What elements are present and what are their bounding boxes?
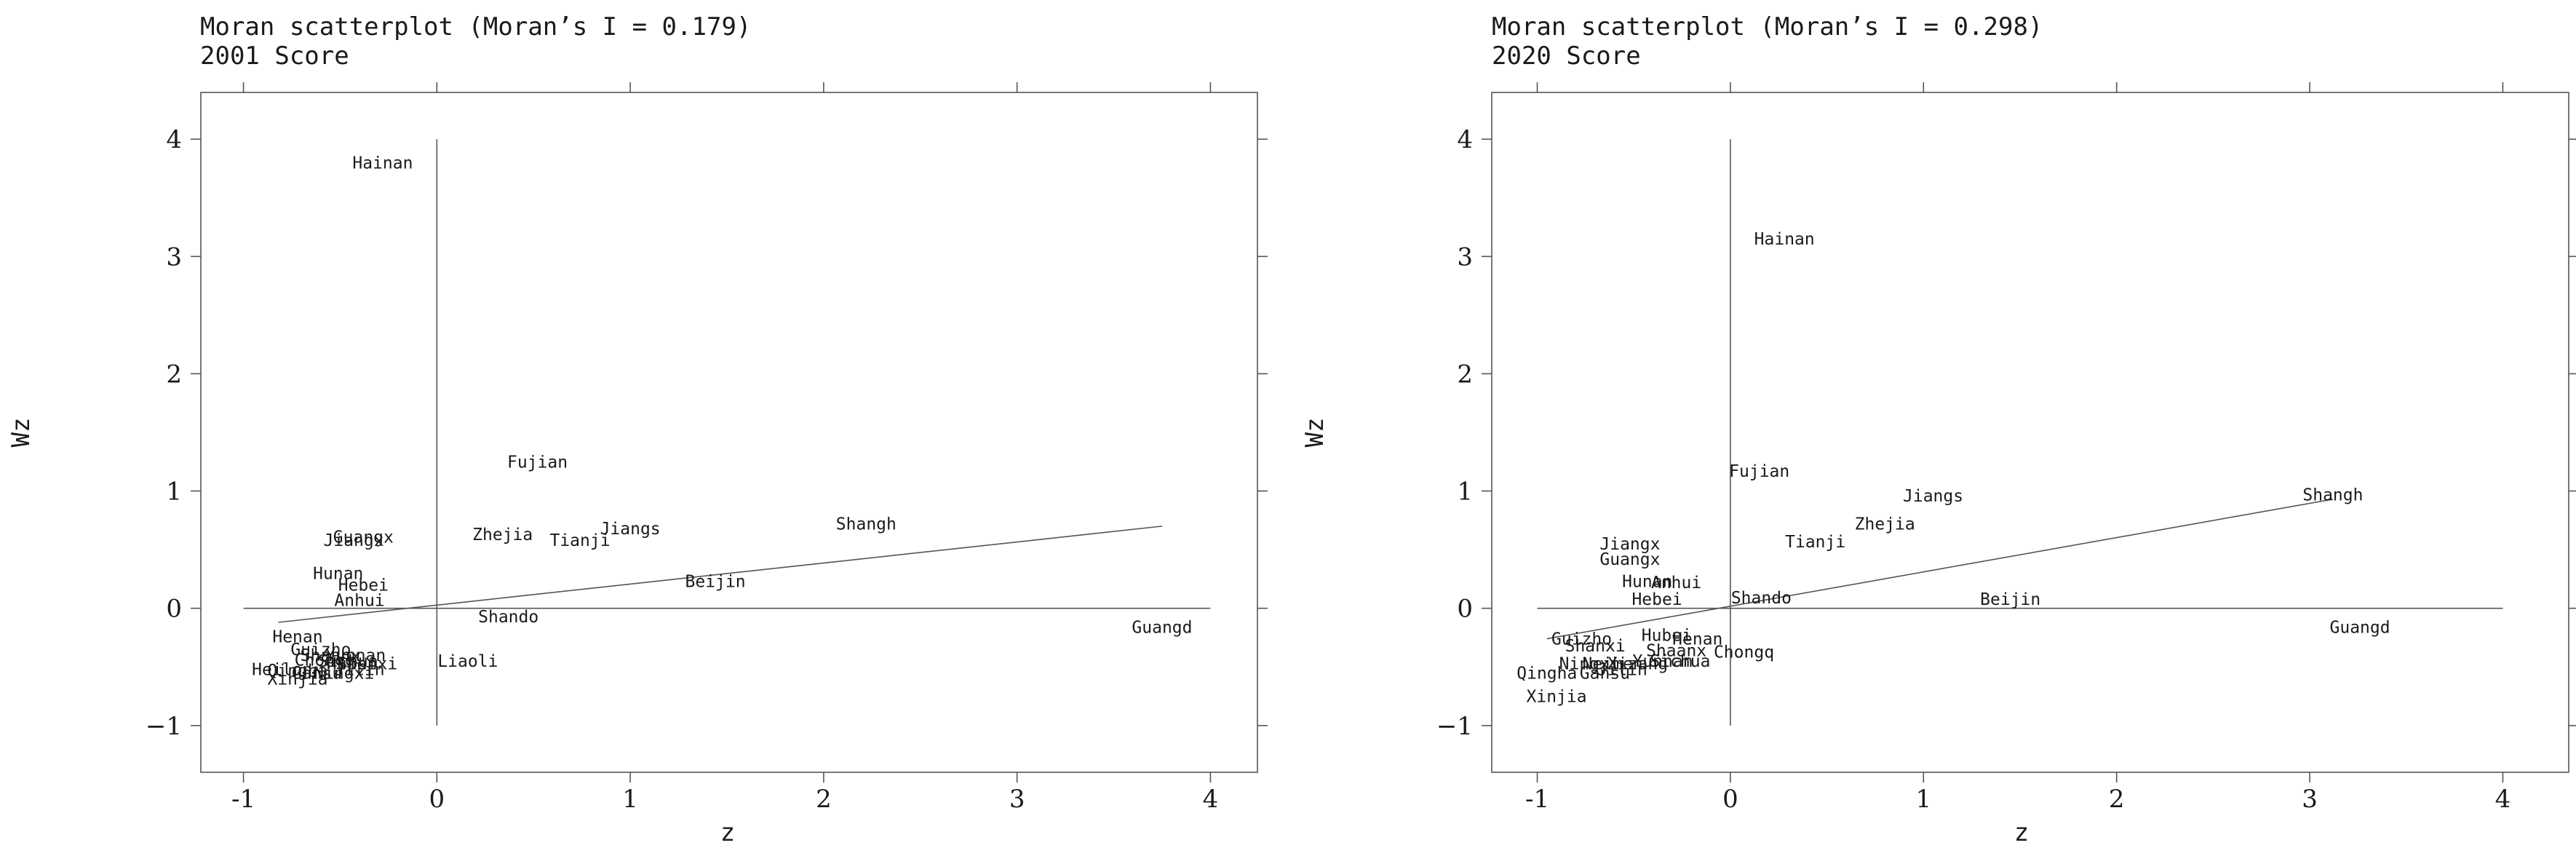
point-label-tianji: Tianji — [549, 531, 610, 550]
y-tick-label: −1 — [146, 712, 182, 741]
point-label-hainan: Hainan — [352, 154, 413, 173]
x-tick-label: -1 — [1525, 785, 1549, 814]
y-tick-label: 0 — [166, 595, 182, 624]
x-tick-label: 2 — [2109, 785, 2125, 814]
point-label-xinjia: Xinjia — [267, 670, 327, 689]
x-tick-label: -1 — [231, 785, 255, 814]
point-label-chongq: Chongq — [1714, 643, 1774, 662]
point-label-beijin: Beijin — [1980, 590, 2040, 609]
point-label-tianji: Tianji — [1785, 533, 1845, 552]
y-tick-label: 2 — [166, 360, 182, 389]
x-tick-label: 1 — [1915, 785, 1931, 814]
point-label-sichua: Sichua — [1650, 652, 1710, 671]
point-label-hebei: Hebei — [1631, 590, 1682, 609]
x-tick-label: 3 — [1009, 785, 1025, 814]
axis-ticks: -1 0 1 2 3 4 −1 0 1 2 3 4 — [146, 82, 1268, 814]
chart-subtitle: 2001 Score — [200, 41, 349, 71]
point-label-anhui: Anhui — [334, 591, 384, 610]
point-label-shando: Shando — [1731, 589, 1792, 608]
x-tick-label: 4 — [1203, 785, 1219, 814]
fit-line — [1547, 499, 2333, 639]
y-tick-label: 0 — [1457, 595, 1473, 624]
point-label-qingha: Qingha — [1516, 664, 1577, 683]
chart-title: Moran scatterplot (Moran’s I = 0.298) — [1492, 12, 2043, 41]
panel-2001: Moran scatterplot (Moran’s I = 0.179) 20… — [7, 12, 1268, 847]
x-tick-label: 4 — [2495, 785, 2511, 814]
y-tick-label: 4 — [166, 125, 182, 154]
point-label-fujian: Fujian — [507, 453, 568, 472]
point-label-xinjia: Xinjia — [1527, 688, 1587, 707]
y-tick-label: 4 — [1457, 125, 1473, 154]
chart-title: Moran scatterplot (Moran’s I = 0.179) — [200, 12, 751, 41]
point-label-liaoli: Liaoli — [437, 652, 498, 671]
panel-2020: Moran scatterplot (Moran’s I = 0.298) 20… — [1300, 12, 2576, 847]
point-label-jiangs: Jiangs — [1903, 487, 1963, 506]
x-tick-label: 2 — [816, 785, 832, 814]
point-label-jiangx: Jiangx — [324, 531, 384, 550]
point-label-guangd: Guangd — [1132, 618, 1192, 637]
point-label-shangh: Shangh — [2302, 486, 2363, 504]
y-axis-label: Wz — [7, 418, 36, 448]
point-label-beijin: Beijin — [685, 573, 746, 592]
point-label-zhejia: Zhejia — [472, 526, 533, 544]
point-label-zhejia: Zhejia — [1855, 515, 1915, 534]
y-tick-label: 2 — [1457, 360, 1473, 389]
point-label-shangh: Shangh — [836, 515, 897, 534]
y-tick-label: 3 — [166, 242, 182, 272]
x-tick-label: 3 — [2302, 785, 2318, 814]
point-label-hainan: Hainan — [1754, 230, 1815, 249]
x-tick-label: 1 — [622, 785, 638, 814]
y-tick-label: −1 — [1436, 712, 1473, 741]
x-axis-label: z — [720, 818, 735, 847]
point-label-shanxi: Shanxi — [1565, 637, 1626, 656]
x-tick-label: 0 — [429, 785, 445, 814]
chart-subtitle: 2020 Score — [1492, 41, 1641, 71]
y-tick-label: 3 — [1457, 242, 1473, 272]
y-tick-label: 1 — [166, 478, 182, 507]
point-label-jilin: Jilin — [334, 660, 384, 679]
x-axis-label: z — [2014, 818, 2029, 847]
axis-ticks: -1 0 1 2 3 4 −1 0 1 2 3 4 — [1436, 82, 2576, 814]
y-axis-label: Wz — [1300, 418, 1329, 448]
point-label-guangd: Guangd — [2330, 618, 2390, 637]
point-label-shando: Shando — [478, 608, 538, 627]
x-tick-label: 0 — [1722, 785, 1738, 814]
point-label-guangx: Guangx — [1599, 550, 1660, 569]
point-label-gansu: Gansu — [1580, 664, 1630, 683]
point-labels: Hainan Fujian Jiangs Shangh Zhejia Tianji Jian… — [1516, 230, 2390, 706]
y-tick-label: 1 — [1457, 478, 1473, 507]
point-label-fujian: Fujian — [1729, 462, 1789, 481]
